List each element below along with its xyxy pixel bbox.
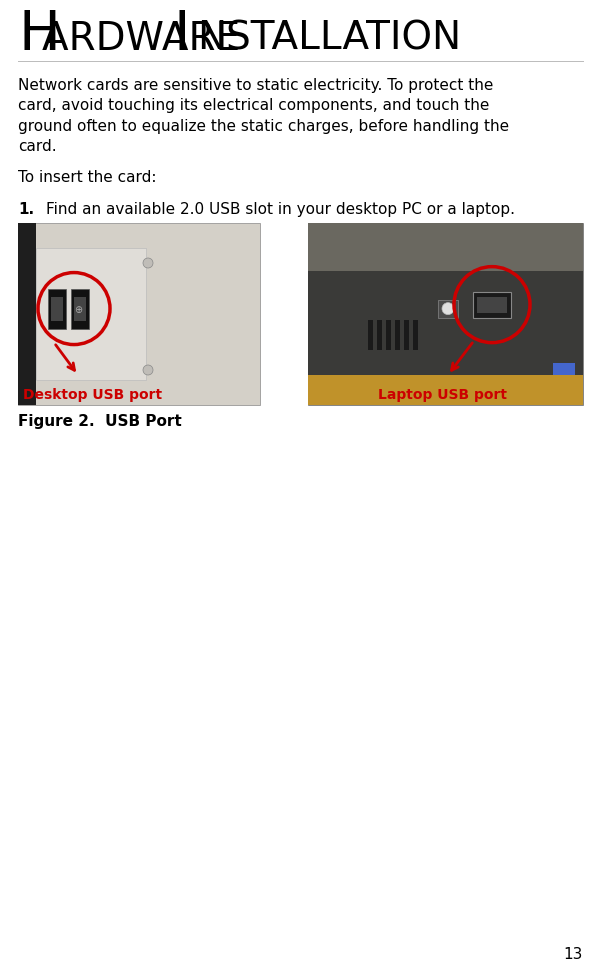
Bar <box>368 320 373 351</box>
Text: I: I <box>174 8 190 62</box>
Bar <box>404 320 409 351</box>
Bar <box>308 224 583 296</box>
Bar <box>74 297 86 321</box>
Text: 1.: 1. <box>18 202 34 217</box>
Text: NSTALLATION: NSTALLATION <box>197 20 461 58</box>
Bar <box>308 273 583 378</box>
Bar <box>386 320 391 351</box>
Text: Laptop USB port: Laptop USB port <box>378 388 507 402</box>
Circle shape <box>143 259 153 269</box>
Bar <box>36 249 146 381</box>
Bar <box>477 297 507 314</box>
Text: Desktop USB port: Desktop USB port <box>23 388 162 402</box>
Bar <box>51 297 63 321</box>
Text: Figure 2.  USB Port: Figure 2. USB Port <box>18 413 182 429</box>
Bar <box>18 224 260 405</box>
Bar <box>71 289 89 329</box>
Text: 13: 13 <box>564 946 583 961</box>
Bar <box>473 292 511 319</box>
Bar <box>18 224 36 405</box>
Text: To insert the card:: To insert the card: <box>18 170 156 185</box>
Bar <box>308 224 583 405</box>
Bar <box>308 375 583 405</box>
Text: Find an available 2.0 USB slot in your desktop PC or a laptop.: Find an available 2.0 USB slot in your d… <box>46 202 515 217</box>
Bar <box>553 363 575 375</box>
Bar <box>438 300 458 319</box>
Circle shape <box>143 365 153 375</box>
Bar <box>413 320 418 351</box>
Bar <box>377 320 382 351</box>
Bar <box>395 320 400 351</box>
Circle shape <box>442 303 454 316</box>
Bar <box>48 289 66 329</box>
Text: H: H <box>18 8 60 62</box>
Text: ⊕: ⊕ <box>74 304 82 315</box>
Text: Network cards are sensitive to static electricity. To protect the
card, avoid to: Network cards are sensitive to static el… <box>18 78 509 154</box>
Text: ARDWARE: ARDWARE <box>41 20 252 58</box>
